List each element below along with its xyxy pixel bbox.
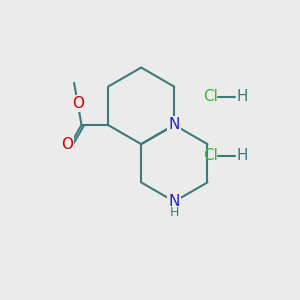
Text: O: O [72, 96, 84, 111]
Text: N: N [169, 194, 180, 209]
Text: H: H [169, 206, 179, 219]
Text: H: H [237, 89, 248, 104]
Text: Cl: Cl [203, 89, 218, 104]
Text: Cl: Cl [203, 148, 218, 164]
Text: N: N [169, 118, 180, 133]
Text: H: H [237, 148, 248, 164]
Text: O: O [61, 136, 73, 152]
